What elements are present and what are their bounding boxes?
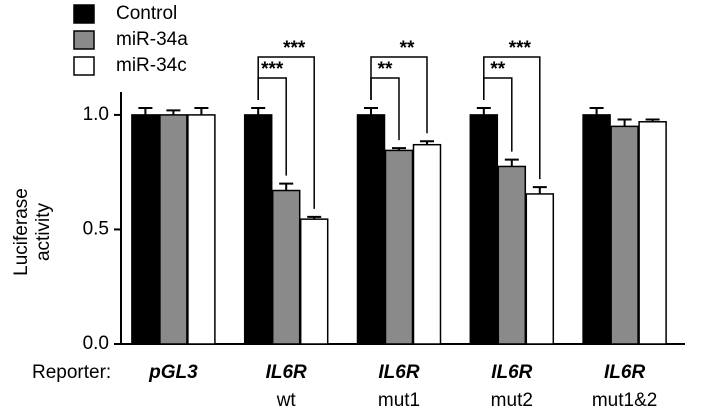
significance-label: ** (378, 59, 393, 80)
significance-label: *** (283, 38, 306, 59)
error-bar (504, 158, 519, 167)
error-bar (307, 215, 322, 220)
error-bar (420, 140, 434, 145)
significance-label: ** (400, 38, 415, 59)
significance-label: ** (490, 59, 505, 80)
y-tick-label: 0.5 (83, 218, 109, 239)
error-bar (392, 147, 406, 151)
y-axis-label: Luciferase (11, 188, 32, 276)
x-axis-label: Reporter: (32, 362, 111, 383)
error-bar (166, 109, 181, 115)
error-bar (645, 118, 660, 122)
legend-swatch (73, 30, 95, 50)
bar (356, 114, 386, 345)
error-bar (476, 107, 491, 115)
x-tick-label: IL6R (491, 362, 532, 383)
legend-swatch (73, 56, 95, 76)
significance-bracket (370, 56, 428, 134)
x-tick-label: mut1 (378, 390, 420, 411)
bar (582, 114, 611, 345)
bar (469, 114, 499, 345)
error-bar (617, 118, 632, 127)
bar (271, 189, 301, 345)
error-bar (194, 107, 209, 115)
error-bar (279, 182, 294, 191)
bar (159, 114, 188, 345)
error-bar (532, 186, 547, 194)
error-bar (364, 107, 378, 115)
significance-bracket (257, 56, 315, 209)
error-bar (589, 107, 604, 115)
significance-bracket (483, 56, 541, 180)
error-bar (138, 107, 153, 115)
significance-label: *** (261, 59, 284, 80)
bar (525, 193, 555, 345)
legend-swatch (73, 4, 95, 24)
bar (131, 114, 160, 345)
legend-label: miR-34a (116, 29, 188, 50)
bar (243, 114, 273, 345)
x-tick-label: pGL3 (148, 362, 198, 383)
error-bar (251, 107, 266, 115)
y-tick-label: 0.0 (83, 333, 109, 354)
y-axis-label: activity (33, 202, 54, 261)
x-tick-label: mut2 (491, 390, 533, 411)
x-tick-label: wt (276, 390, 297, 411)
x-tick-label: IL6R (604, 362, 645, 383)
bar (638, 121, 667, 345)
legend-label: miR-34c (116, 55, 187, 76)
bar (412, 143, 442, 345)
bar (299, 218, 329, 345)
bar (187, 114, 216, 345)
x-tick-label: IL6R (378, 362, 419, 383)
legend-label: Control (116, 3, 177, 24)
bar (610, 125, 639, 345)
x-tick-label: IL6R (266, 362, 307, 383)
y-tick-label: 1.0 (83, 104, 109, 125)
bar (497, 165, 527, 345)
x-tick-label: mut1&2 (592, 390, 657, 411)
bar (384, 149, 414, 345)
significance-label: *** (509, 38, 532, 59)
